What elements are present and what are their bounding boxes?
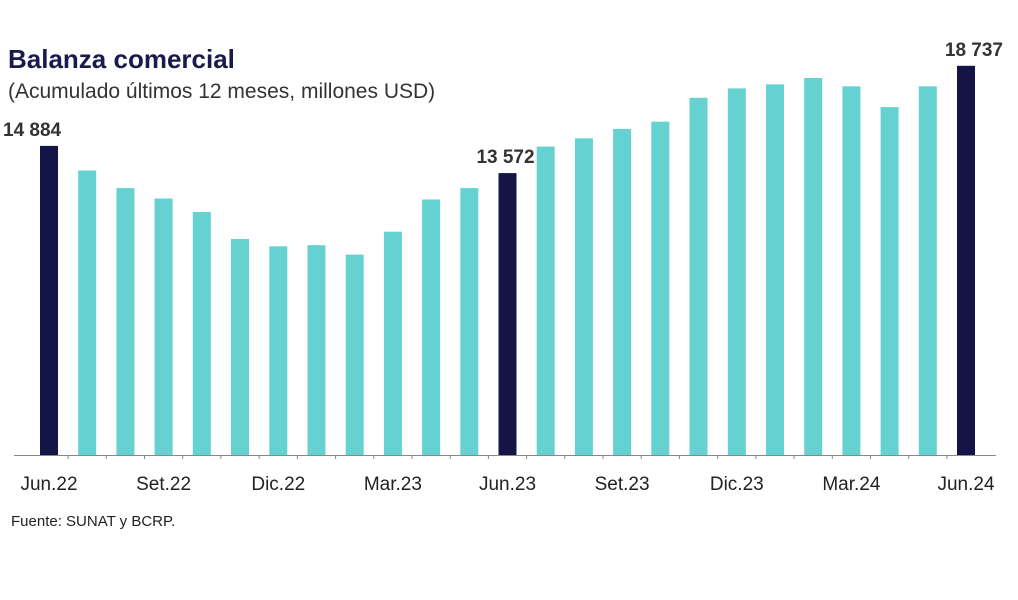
- bar-ene-23: [307, 245, 326, 455]
- bar-set-22: [154, 198, 173, 455]
- bar-oct-22: [192, 212, 211, 455]
- data-label: 14 884: [3, 120, 62, 141]
- data-label: 13 572: [476, 147, 534, 168]
- bar-may-24: [918, 86, 937, 456]
- bar-jun-23: [498, 173, 517, 455]
- bar-ago-22: [116, 188, 135, 455]
- x-tick-label: Jun.23: [479, 474, 536, 495]
- bar-abr-23: [422, 199, 441, 455]
- chart-title: Balanza comercial: [8, 44, 235, 74]
- source-note: Fuente: SUNAT y BCRP.: [11, 513, 176, 530]
- bar-ene-24: [766, 84, 784, 456]
- bar-jun-24: [957, 65, 975, 456]
- bar-nov-23: [689, 97, 708, 456]
- bar-dic-22: [269, 246, 288, 455]
- data-label: 18 737: [945, 40, 1003, 61]
- bar-feb-23: [345, 254, 364, 455]
- bar-may-23: [460, 188, 479, 455]
- x-tick-label: Mar.24: [822, 474, 881, 495]
- bar-abr-24: [880, 107, 899, 455]
- bar-feb-24: [804, 78, 823, 455]
- bar-jun-22: [40, 145, 58, 455]
- x-tick-label: Dic.23: [710, 474, 764, 495]
- x-tick-label: Set.23: [595, 474, 650, 495]
- bar-dic-23: [727, 88, 746, 456]
- x-tick-label: Jun.22: [20, 474, 77, 495]
- bar-oct-23: [651, 121, 670, 455]
- bar-jul-23: [536, 146, 555, 455]
- bar-mar-23: [383, 231, 402, 455]
- bar-mar-24: [842, 86, 861, 456]
- bar-ago-23: [574, 138, 593, 456]
- x-tick-label: Mar.23: [364, 474, 422, 495]
- x-tick-label: Set.22: [136, 474, 191, 495]
- bar-jul-22: [78, 170, 97, 455]
- bar-nov-22: [231, 239, 249, 455]
- chart-subtitle: (Acumulado últimos 12 meses, millones US…: [8, 80, 436, 103]
- bar-set-23: [613, 128, 632, 455]
- x-tick-label: Dic.22: [251, 474, 305, 495]
- x-tick-label: Jun.24: [937, 474, 994, 495]
